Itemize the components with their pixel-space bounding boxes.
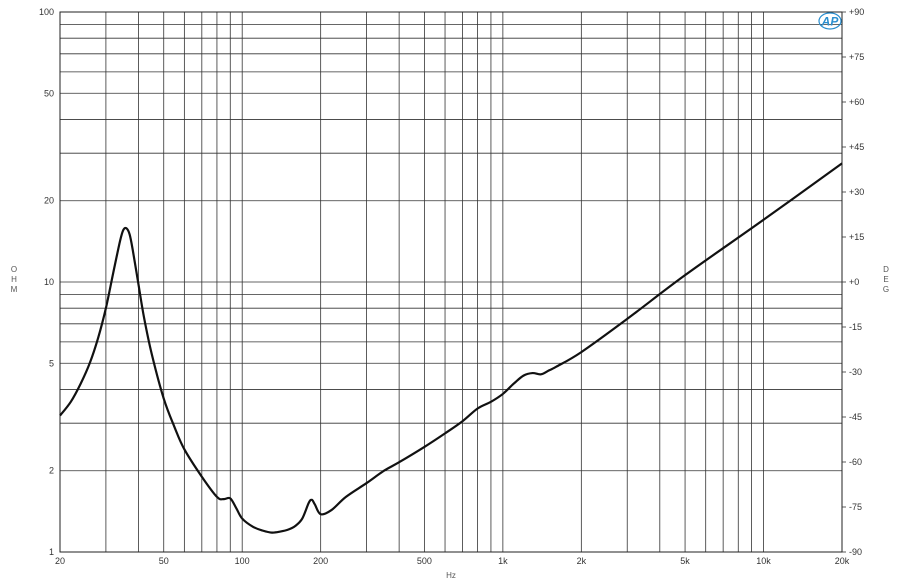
- y-tick-label: 5: [49, 358, 54, 368]
- y2-tick-label: -60: [849, 457, 862, 467]
- y2-tick-label: -30: [849, 367, 862, 377]
- x-tick-label: 200: [313, 556, 328, 566]
- y2-tick-label: +75: [849, 52, 864, 62]
- grid: [59, 11, 843, 553]
- x-tick-label: 20: [55, 556, 65, 566]
- y-tick-label: 20: [44, 196, 54, 206]
- x-tick-label: 1k: [498, 556, 508, 566]
- x-tick-label: 10k: [756, 556, 771, 566]
- y2-tick-label: +30: [849, 187, 864, 197]
- y-tick-label: 100: [39, 7, 54, 17]
- series-layer: [59, 162, 843, 534]
- x-tick-label: 50: [159, 556, 169, 566]
- y2-tick-label: +0: [849, 277, 859, 287]
- y-tick-label: 10: [44, 277, 54, 287]
- y2-tick-label: -75: [849, 502, 862, 512]
- y-tick-label: 2: [49, 466, 54, 476]
- ap-logo-icon: AP: [818, 12, 842, 30]
- y2-tick-label: +45: [849, 142, 864, 152]
- x-axis-label: Hz: [446, 571, 456, 580]
- y2-tick-label: +60: [849, 97, 864, 107]
- tick-labels: 20 50 100 200 500 1k 2k 5k 10k 20k 1 2 5 10 20 50 100 +90…: [39, 7, 864, 566]
- y2-tick-label: -90: [849, 547, 862, 557]
- y-tick-label: 50: [44, 88, 54, 98]
- y-tick-label: 1: [49, 547, 54, 557]
- y2-tick-label: -45: [849, 412, 862, 422]
- x-tick-label: 500: [417, 556, 432, 566]
- x-tick-label: 5k: [680, 556, 690, 566]
- x-tick-label: 20k: [835, 556, 850, 566]
- x-tick-label: 100: [235, 556, 250, 566]
- x-tick-label: 2k: [577, 556, 587, 566]
- impedance-curve: [59, 162, 843, 534]
- svg-text:AP: AP: [821, 15, 840, 29]
- y2-tick-label: +90: [849, 7, 864, 17]
- y2-tick-label: +15: [849, 232, 864, 242]
- y2-tick-label: -15: [849, 322, 862, 332]
